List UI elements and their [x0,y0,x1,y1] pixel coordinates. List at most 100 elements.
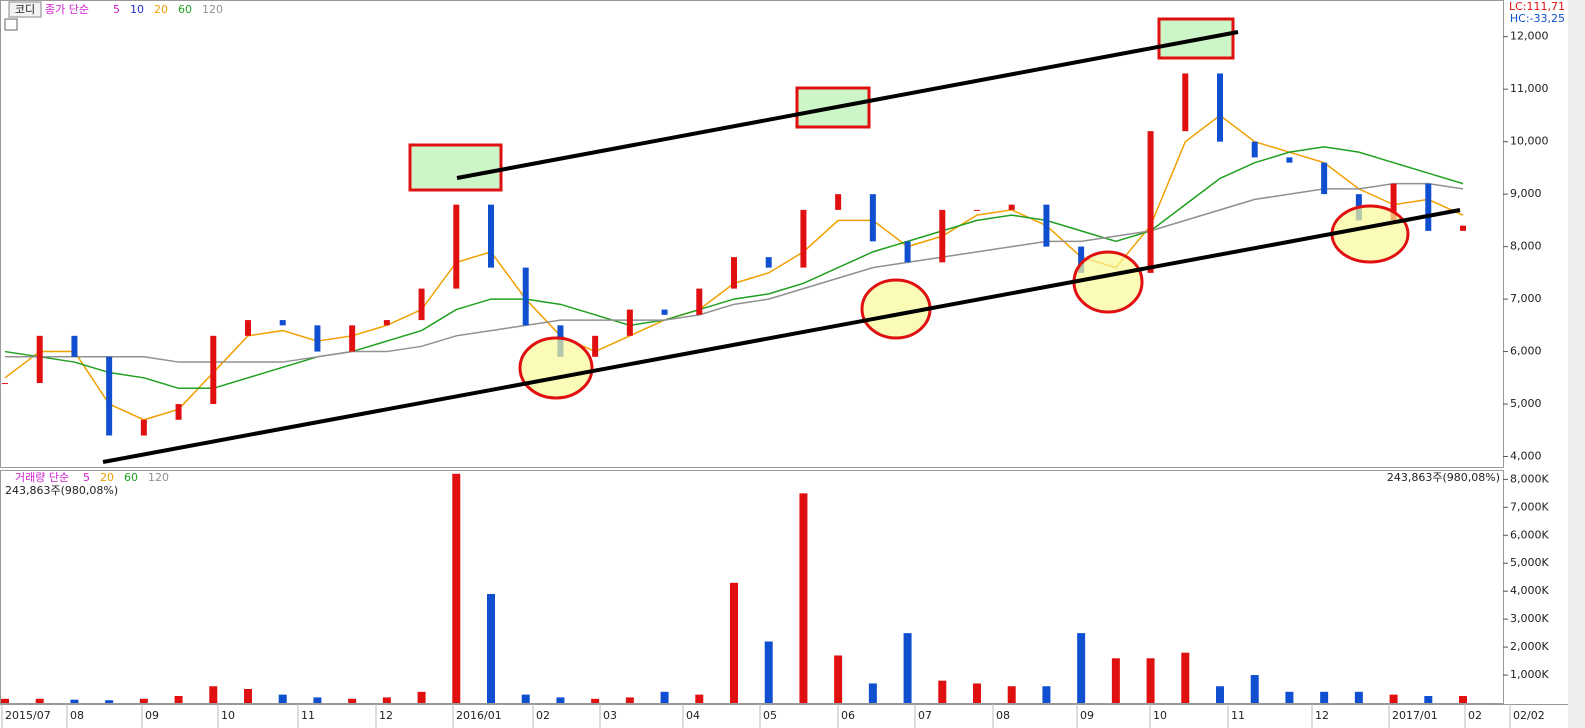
volume-bar [1424,696,1433,703]
candle [974,209,980,211]
y-tick-label: 11,000 [1510,82,1549,95]
y-tick-label: 7,000K [1510,500,1549,513]
volume-bar [209,686,218,703]
ma-line [5,182,1464,363]
candle [383,320,390,326]
volume-bar [521,694,530,703]
trend-line [456,30,1239,180]
candle [349,325,356,352]
legend-label: 5 [113,3,120,16]
x-tick-label: 02 [1468,709,1482,722]
candle [140,419,147,436]
code-box[interactable] [8,1,42,18]
candle [661,309,668,315]
volume-bar [834,655,843,703]
grid-icon[interactable] [4,18,18,31]
x-tick-label: 08 [70,709,84,722]
scroll-strip [1568,0,1585,728]
candle [696,288,703,315]
volume-bar [1042,686,1051,703]
candle [453,204,460,289]
candle [1078,246,1085,273]
legend-title: 거래량 단순 [15,471,69,484]
candle [731,257,737,289]
candle [2,383,8,385]
y-tick-label: 1,000K [1510,668,1549,681]
volume-bar [382,697,391,703]
volume-bar [1111,658,1120,703]
candle [1217,73,1223,142]
x-tick-label: 11 [1231,709,1245,722]
candle [522,267,529,326]
volume-bar [139,698,148,703]
legend-label: 60 [124,471,138,484]
x-tick-label: 05 [763,709,777,722]
candle [1043,204,1050,247]
candle [626,309,633,336]
code-label: 코디 [15,3,35,16]
candle [1251,141,1258,158]
x-tick-label: 10 [1153,709,1167,722]
candle [71,335,78,357]
volume-bar [1181,652,1190,703]
candle [1008,204,1015,210]
ma-line [4,146,1464,390]
volume-bar [1,698,9,703]
volume-bar [1146,658,1155,703]
volume-bar [764,641,773,703]
legend-label: 10 [130,3,144,16]
volume-bar [903,633,912,703]
volume-bar [70,699,79,703]
y-tick-label: 5,000 [1510,397,1542,410]
x-tick-label: 2016/01 [456,709,502,722]
y-tick-label: 6,000K [1510,528,1549,541]
legend-label: 120 [148,471,169,484]
candle [36,335,43,384]
x-tick-label: 2015/07 [5,709,51,722]
volume-bar [348,698,357,703]
candle [488,204,494,268]
x-tick-label: 02/02 [1513,709,1545,722]
candle [1286,157,1293,163]
volume-bar [1007,686,1016,703]
y-tick-label: 9,000 [1510,187,1542,200]
volume-bar [556,697,565,703]
candle [1182,73,1189,132]
legend-label: 20 [100,471,114,484]
x-tick-label: 12 [379,709,393,722]
volume-bar [591,698,600,703]
annotations [102,17,1461,464]
y-tick-label: 5,000K [1510,556,1549,569]
x-tick-label: 03 [603,709,617,722]
volume-bar [973,683,981,703]
volume-bar [174,696,183,703]
y-tick-label: 8,000 [1510,240,1542,253]
volume-bar [105,700,114,703]
x-tick-label: 10 [221,709,235,722]
y-tick-label: 4,000K [1510,584,1549,597]
volume-bar [625,697,634,703]
volume-info-right: 243,863주(980,08%) [1387,471,1500,484]
trough-circle [1330,204,1410,264]
candle [800,209,807,268]
legend-label: 5 [83,471,90,484]
volume-bar [244,689,252,703]
price-panel [0,0,1504,468]
candle [418,288,425,321]
volume-bar [1389,694,1398,703]
candle [279,320,286,326]
volume-bar [1216,686,1224,703]
volume-bar [1320,691,1329,703]
candle [1321,162,1328,195]
volume-panel [0,470,1504,704]
legend-title: 종가 단순 [45,3,89,16]
y-tick-label: 7,000 [1510,292,1542,305]
volume-bar [695,694,704,703]
x-tick-label: 2017/01 [1392,709,1438,722]
candle [1425,183,1432,231]
legend-label: 20 [154,3,168,16]
candle [245,320,251,336]
y-tick-label: 3,000K [1510,612,1549,625]
candle [904,241,911,263]
